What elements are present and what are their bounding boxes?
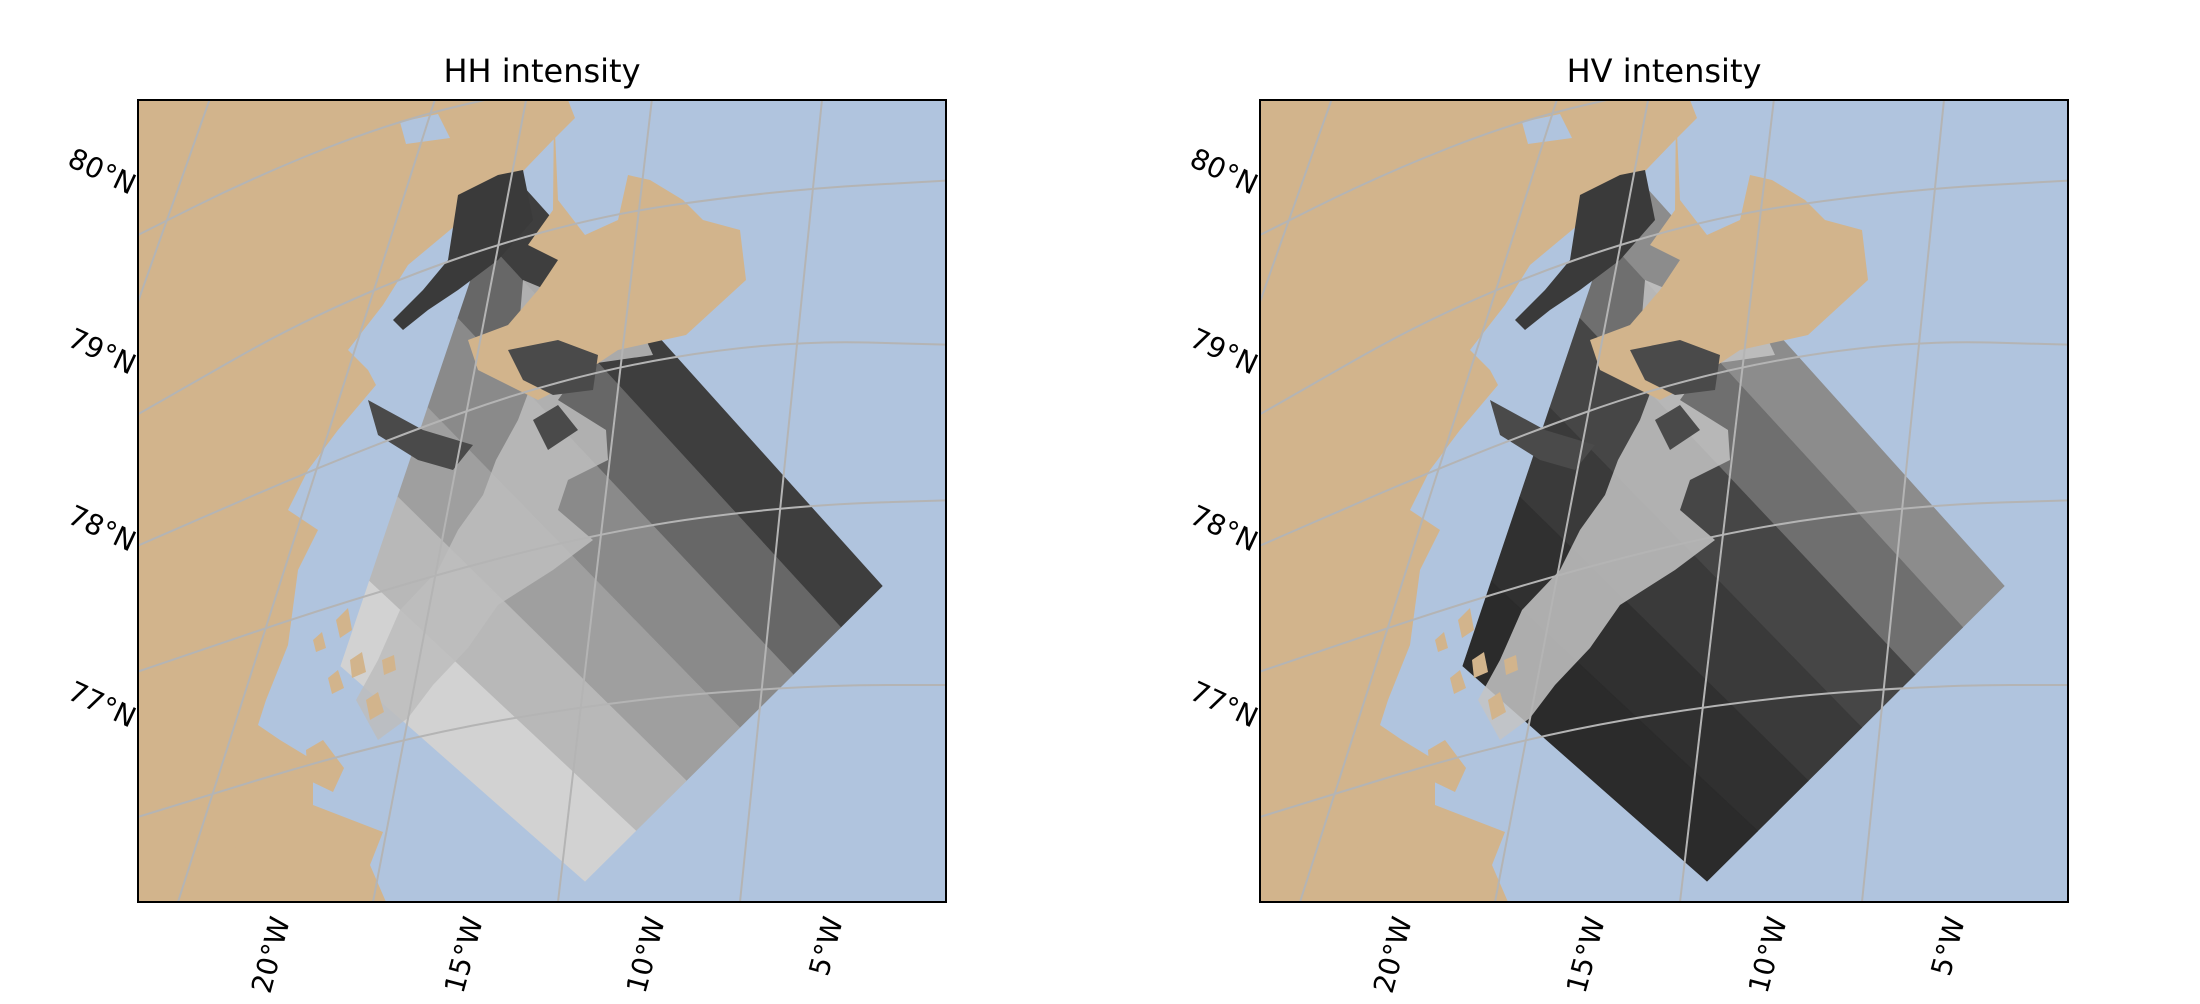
- land-coast: [178, 884, 248, 902]
- parallel-line: [1260, 499, 2068, 673]
- latitude-label: 77°N: [1185, 675, 1263, 735]
- land-coast: [306, 740, 344, 792]
- island: [313, 632, 326, 652]
- parallel-line: [138, 684, 946, 818]
- island: [1458, 608, 1474, 638]
- map-frame: [1259, 99, 2069, 903]
- longitude-label: 15°W: [1560, 913, 1612, 996]
- panel-title: HV intensity: [1567, 52, 1762, 90]
- island: [366, 692, 384, 720]
- land-coast: [1300, 884, 1370, 902]
- fast-ice: [1478, 280, 1775, 740]
- meridian-line: [177, 100, 436, 902]
- land-greenland: [1260, 100, 1697, 902]
- parallel-line: [138, 341, 946, 547]
- fjord: [393, 170, 533, 330]
- fjord: [1490, 400, 1595, 470]
- map-body-hh: [138, 100, 946, 902]
- latitude-label: 79°N: [63, 322, 141, 382]
- graticule: [138, 100, 946, 902]
- sar-scene-hv: [1462, 169, 2005, 882]
- graticule: [1260, 100, 2068, 902]
- latitude-label: 80°N: [63, 142, 141, 202]
- fjord: [533, 405, 578, 450]
- land-coast: [1428, 740, 1466, 792]
- meridian-line: [372, 100, 528, 902]
- land-peninsula: [468, 110, 746, 400]
- island: [1472, 652, 1488, 678]
- longitude-label: 10°W: [1742, 913, 1794, 996]
- map-frame: [137, 99, 947, 903]
- island: [328, 670, 344, 694]
- longitude-label: 10°W: [620, 913, 672, 996]
- latitude-label: 78°N: [63, 499, 141, 559]
- fjord: [368, 400, 473, 470]
- parallel-line: [1260, 179, 2068, 416]
- map-panel-hh: HH intensity 80°N 79°N 78°N 77°N 20°W 15°W 10°W…: [63, 52, 947, 997]
- land-coast: [230, 840, 270, 880]
- meridian-line: [138, 100, 211, 305]
- latitude-label: 80°N: [1185, 142, 1263, 202]
- map-panel-hv: HV intensity 80°N 79°N 78°N 77°N 20°W 15°W 10°W…: [1185, 52, 2069, 997]
- parallel-line: [1260, 684, 2068, 818]
- island: [1450, 670, 1466, 694]
- fjord: [1630, 340, 1720, 395]
- meridian-line: [1299, 100, 1558, 902]
- latitude-label: 78°N: [1185, 499, 1263, 559]
- fjord: [1515, 170, 1655, 330]
- longitude-label: 5°W: [802, 913, 849, 979]
- parallel-line: [1260, 341, 2068, 547]
- meridian-line: [739, 100, 823, 902]
- parallel-line: [138, 499, 946, 673]
- parallel-line: [138, 100, 490, 237]
- meridian-line: [1679, 100, 1775, 902]
- longitude-label: 5°W: [1924, 913, 1971, 979]
- longitude-label: 20°W: [245, 913, 297, 996]
- fjord: [1655, 405, 1700, 450]
- land-peninsula: [1590, 110, 1868, 400]
- island: [382, 655, 396, 675]
- parallel-line: [1260, 100, 1612, 237]
- meridian-line: [1260, 100, 1333, 305]
- island: [1435, 632, 1448, 652]
- latitude-label: 77°N: [63, 675, 141, 735]
- meridian-line: [557, 100, 653, 902]
- island: [350, 652, 366, 678]
- panel-title: HH intensity: [443, 52, 640, 90]
- meridian-line: [1494, 100, 1650, 902]
- land-coast: [1352, 840, 1392, 880]
- island: [336, 608, 352, 638]
- parallel-line: [138, 179, 946, 416]
- latitude-label: 79°N: [1185, 322, 1263, 382]
- map-body-hv: [1260, 100, 2068, 902]
- longitude-label: 15°W: [438, 913, 490, 996]
- meridian-line: [1861, 100, 1945, 902]
- fjord: [508, 340, 598, 395]
- island: [1504, 655, 1518, 675]
- land-greenland: [138, 100, 575, 902]
- longitude-label: 20°W: [1367, 913, 1419, 996]
- fast-ice: [356, 280, 653, 740]
- island: [1488, 692, 1506, 720]
